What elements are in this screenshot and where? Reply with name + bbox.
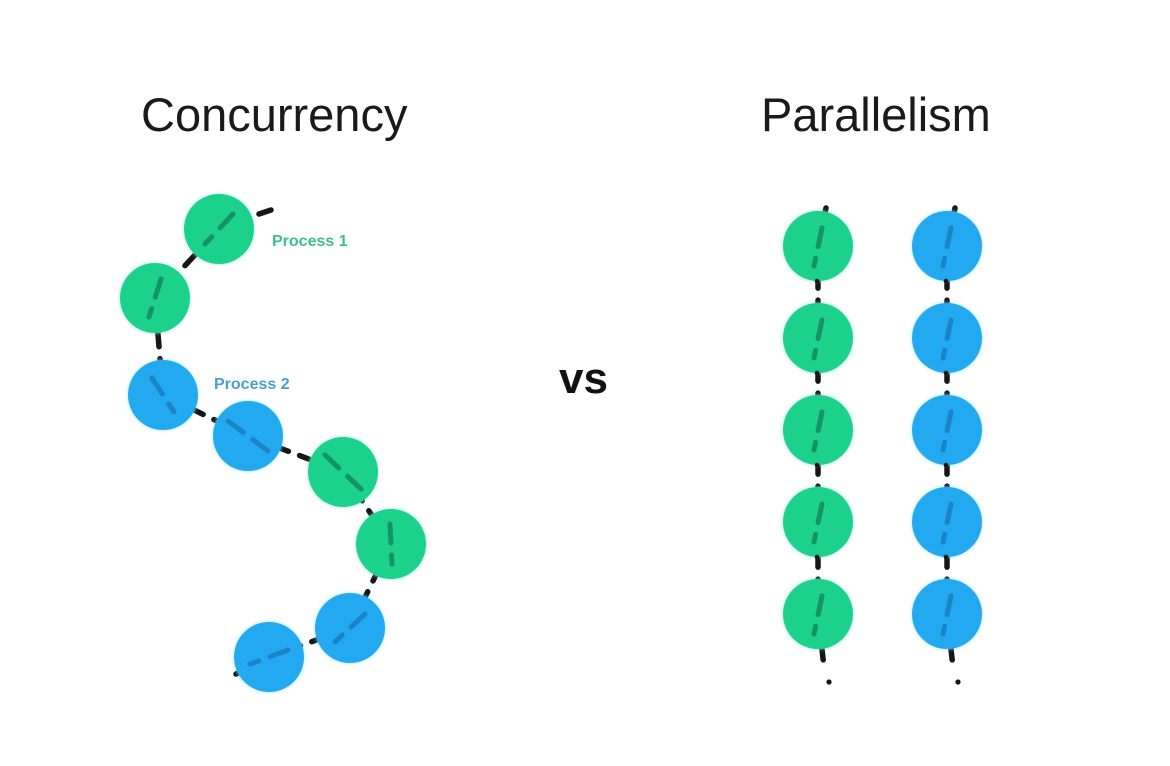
svg-text:Process 2: Process 2	[214, 376, 290, 393]
svg-text:Process 1: Process 1	[272, 233, 348, 250]
